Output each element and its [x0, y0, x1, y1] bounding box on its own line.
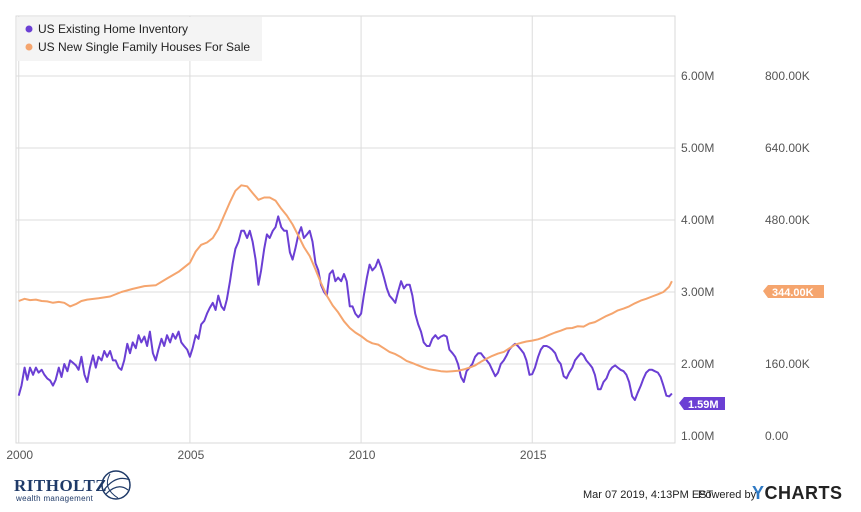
series-line-new-houses: [18, 184, 673, 373]
legend: US Existing Home Inventory US New Single…: [17, 17, 262, 61]
y-left-tick-label: 6.00M: [681, 69, 714, 83]
gridlines: [16, 16, 675, 443]
y-left-tick-label: 1.00M: [681, 429, 714, 443]
last-value-badge-new-houses: 344.00K: [763, 285, 824, 299]
series-layer: [17, 184, 673, 401]
y-left-tick-label: 4.00M: [681, 213, 714, 227]
y-left-tick-label: 2.00M: [681, 357, 714, 371]
logo-globe-icon: [101, 470, 131, 500]
logo-subtext: wealth management: [16, 494, 94, 503]
y-right-tick-label: 0.00: [765, 429, 789, 443]
y-right-tick-label: 160.00K: [765, 357, 810, 371]
axis-labels: 1.00M0.002.00M160.00K3.00M320.00K4.00M48…: [6, 69, 809, 462]
ycharts-logo[interactable]: YCHARTS: [752, 483, 843, 504]
x-tick-label: 2000: [6, 448, 33, 462]
legend-label-new-houses: US New Single Family Houses For Sale: [38, 40, 250, 54]
x-tick-label: 2010: [349, 448, 376, 462]
last-value-label-new-houses: 344.00K: [772, 287, 814, 299]
y-left-tick-label: 3.00M: [681, 285, 714, 299]
x-tick-label: 2015: [520, 448, 547, 462]
powered-by-label: Powered by: [698, 489, 757, 501]
plot-border: [15, 15, 676, 444]
logo-wordmark: RITHOLTZ: [14, 476, 108, 495]
y-left-tick-label: 5.00M: [681, 141, 714, 155]
y-right-tick-label: 480.00K: [765, 213, 810, 227]
last-value-badge-inventory: 1.59M: [679, 397, 725, 411]
chart-timestamp: Mar 07 2019, 4:13PM EST.: [583, 489, 716, 501]
last-value-label-inventory: 1.59M: [688, 399, 719, 411]
y-right-tick-label: 800.00K: [765, 69, 810, 83]
x-tick-label: 2005: [178, 448, 205, 462]
legend-marker-existing-inventory: [25, 25, 33, 33]
legend-background: [17, 17, 262, 61]
ycharts-logo-y: Y: [752, 483, 765, 503]
series-line-existing-inventory: [17, 215, 673, 401]
legend-label-existing-inventory: US Existing Home Inventory: [38, 22, 188, 36]
ycharts-logo-text: CHARTS: [764, 483, 843, 503]
y-right-tick-label: 640.00K: [765, 141, 810, 155]
legend-marker-new-houses: [25, 43, 33, 51]
